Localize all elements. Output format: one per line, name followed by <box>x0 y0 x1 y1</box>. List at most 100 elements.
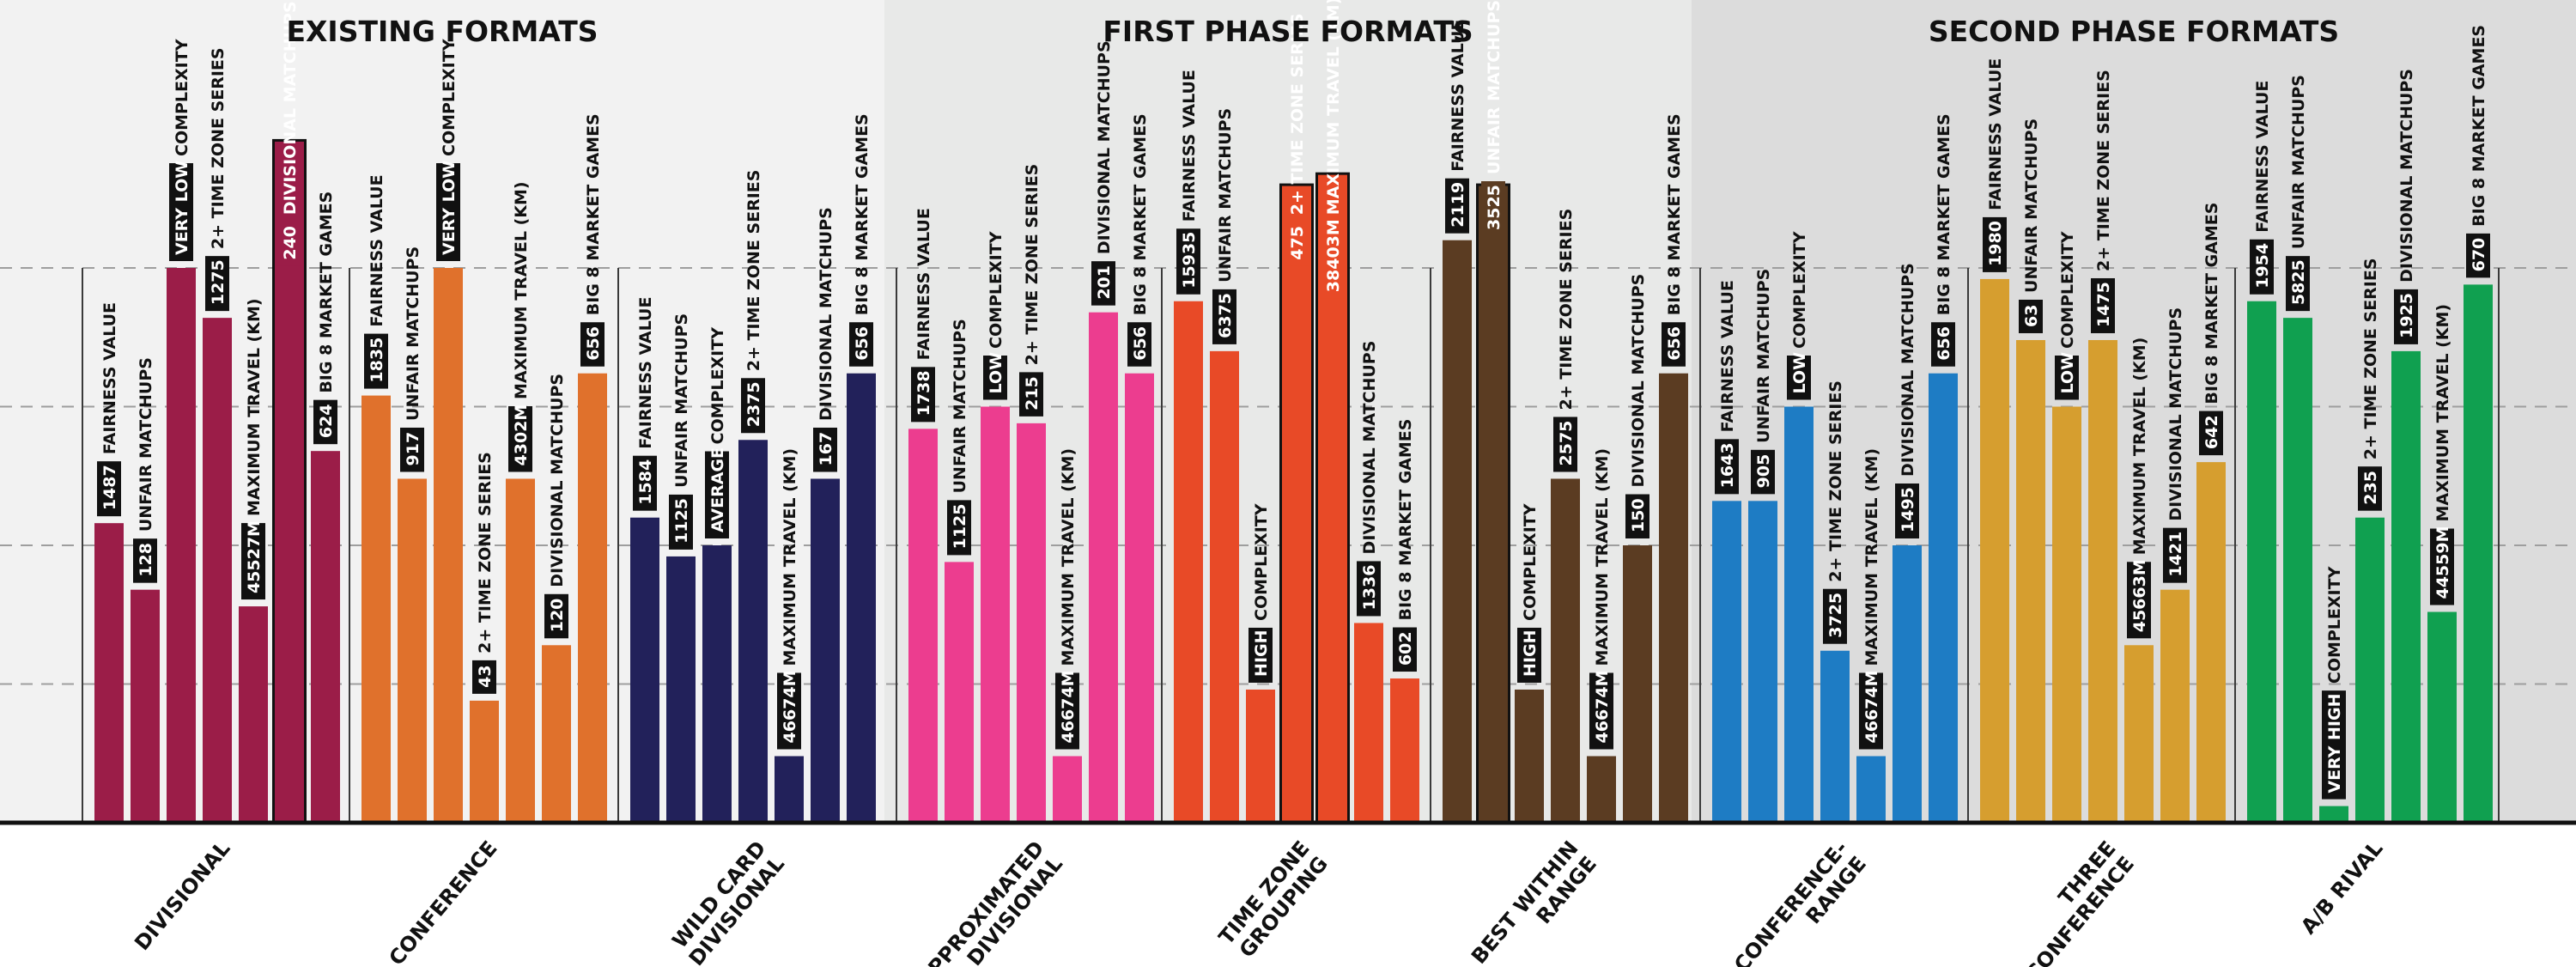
metric-label: 2+ TIME ZONE SERIES <box>1557 209 1576 411</box>
value-badge <box>849 322 873 367</box>
value-badge <box>364 333 388 389</box>
bar-label: 43 2+ TIME ZONE SERIES <box>472 452 496 694</box>
metric-label: COMPLEXITY <box>2325 566 2344 684</box>
metric-label: MAXIMUM TRAVEL (KM) <box>2433 304 2452 522</box>
value-badge <box>1662 322 1686 367</box>
value-badge <box>97 461 121 517</box>
value-label: 1125 <box>672 498 691 544</box>
bar-label: 670 BIG 8 MARKET GAMES <box>2466 25 2490 278</box>
value-label: 602 <box>1396 631 1415 666</box>
value-badge <box>1445 178 1469 234</box>
bar-label: 63 UNFAIR MATCHUPS <box>2019 119 2043 333</box>
bar-label: 44559M MAXIMUM TRAVEL (KM) <box>2430 304 2454 605</box>
bar-label: 46674M MAXIMUM TRAVEL (KM) <box>777 448 801 750</box>
bar <box>666 556 696 823</box>
value-badge <box>2250 239 2274 295</box>
metric-label: DIVISIONAL MATCHUPS <box>2397 69 2416 283</box>
value-badge <box>313 399 337 445</box>
metric-label: DIVISIONAL MATCHUPS <box>1629 274 1648 488</box>
bar <box>1551 478 1580 823</box>
metric-label: DIVISIONAL MATCHUPS <box>1095 40 1114 254</box>
category-label: CONFERENCE-RANGE <box>1729 836 1871 967</box>
value-badge <box>1481 181 1505 237</box>
metric-label: COMPLEXITY <box>173 39 191 156</box>
value-label: 45527M <box>245 520 264 593</box>
metric-label: BIG 8 MARKET GAMES <box>853 113 872 315</box>
metric-label: UNFAIR MATCHUPS <box>1754 269 1773 443</box>
value-badge <box>205 256 229 312</box>
value-label: 6375 <box>1216 293 1235 338</box>
bar <box>738 440 768 823</box>
metric-label: FAIRNESS VALUE <box>1986 58 2005 210</box>
bar-label: 1980 FAIRNESS VALUE <box>1983 58 2007 272</box>
bar-label: 2119 FAIRNESS VALUE <box>1445 20 1469 234</box>
bar-group: 1954 FAIRNESS VALUE 5825 UNFAIR MATCHUPS VER… <box>2247 25 2493 823</box>
value-label: 2119 <box>1449 182 1467 228</box>
bar <box>94 523 124 823</box>
bar <box>1980 278 2009 823</box>
value-label: 2375 <box>744 381 763 427</box>
bar-label: VERY LOW COMPLEXITY <box>169 39 193 261</box>
metric-label: BIG 8 MARKET GAMES <box>317 192 336 393</box>
bar <box>1476 183 1510 824</box>
value-label: VERY LOW <box>440 161 459 255</box>
metric-label: UNFAIR MATCHUPS <box>2289 75 2308 249</box>
bar-label: 128 UNFAIR MATCHUPS <box>133 357 157 583</box>
value-badge <box>2466 233 2490 278</box>
bar-group: 1835 FAIRNESS VALUE 917 UNFAIR MATCHUPS VERY… <box>361 39 607 823</box>
bar-label: 1925 DIVISIONAL MATCHUPS <box>2394 69 2418 344</box>
bar-label: AVERAGE COMPLEXITY <box>705 327 729 538</box>
metric-label: BIG 8 MARKET GAMES <box>584 113 603 315</box>
value-label: 1487 <box>100 465 119 510</box>
metric-label: 2+ TIME ZONE SERIES <box>1288 13 1307 215</box>
value-badge <box>1055 672 1079 750</box>
bar-group: 1643 FAIRNESS VALUE 905 UNFAIR MATCHUPS LOW C… <box>1712 113 1958 823</box>
metric-label: UNFAIR MATCHUPS <box>672 313 691 488</box>
value-label: 44559M <box>2433 526 2452 599</box>
value-badge <box>2055 356 2079 400</box>
bar-label: LOW COMPLEXITY <box>983 231 1007 400</box>
value-badge <box>813 427 837 472</box>
metric-label: MAXIMUM TRAVEL (KM) <box>2130 338 2149 556</box>
value-badge <box>777 672 801 750</box>
bar-label: 656 BIG 8 MARKET GAMES <box>580 113 605 367</box>
bar-label: 3525 UNFAIR MATCHUPS <box>1481 0 1505 237</box>
value-badge <box>1091 261 1115 306</box>
bar <box>945 562 974 823</box>
metric-label: FAIRNESS VALUE <box>914 208 933 360</box>
category-label: THREECONFERENCE <box>2003 836 2140 967</box>
category-label-line: DIVISIONAL <box>130 836 234 955</box>
value-badge <box>400 427 424 472</box>
value-label: 46674M <box>1593 670 1612 743</box>
metric-label: 2+ TIME ZONE SERIES <box>209 47 228 249</box>
bar <box>1748 501 1777 823</box>
bar <box>1174 301 1203 823</box>
bar-label: 240 DIVISIONAL MATCHUPS <box>277 1 301 266</box>
metric-label: COMPLEXITY <box>1521 503 1540 621</box>
bar <box>398 478 427 823</box>
value-badge <box>277 222 301 266</box>
metric-label: DIVISIONAL MATCHUPS <box>1899 263 1917 477</box>
value-label: LOW <box>987 352 1005 394</box>
value-label: 46674M <box>1862 670 1881 743</box>
value-label: 656 <box>1665 326 1684 361</box>
metric-label: 2+ TIME ZONE SERIES <box>476 452 495 654</box>
value-badge <box>1823 588 1847 644</box>
bar <box>1246 689 1275 823</box>
category-label: CONFERENCE <box>385 836 502 967</box>
bar <box>630 517 659 823</box>
bar <box>470 700 499 823</box>
metric-label: MAXIMUM TRAVEL (KM) <box>512 181 531 399</box>
value-badge <box>2286 256 2310 312</box>
value-label: 656 <box>853 326 872 361</box>
bar-label: 917 UNFAIR MATCHUPS <box>400 246 424 472</box>
bar <box>2088 339 2117 824</box>
bar <box>2391 350 2421 823</box>
bar <box>1053 756 1082 823</box>
value-badge <box>544 593 568 639</box>
value-badge <box>1393 627 1417 672</box>
metric-label: DIVISIONAL MATCHUPS <box>817 207 835 421</box>
bar-label: 201 DIVISIONAL MATCHUPS <box>1091 40 1115 306</box>
value-label: 1336 <box>1360 565 1379 611</box>
value-label: 1925 <box>2397 293 2416 338</box>
